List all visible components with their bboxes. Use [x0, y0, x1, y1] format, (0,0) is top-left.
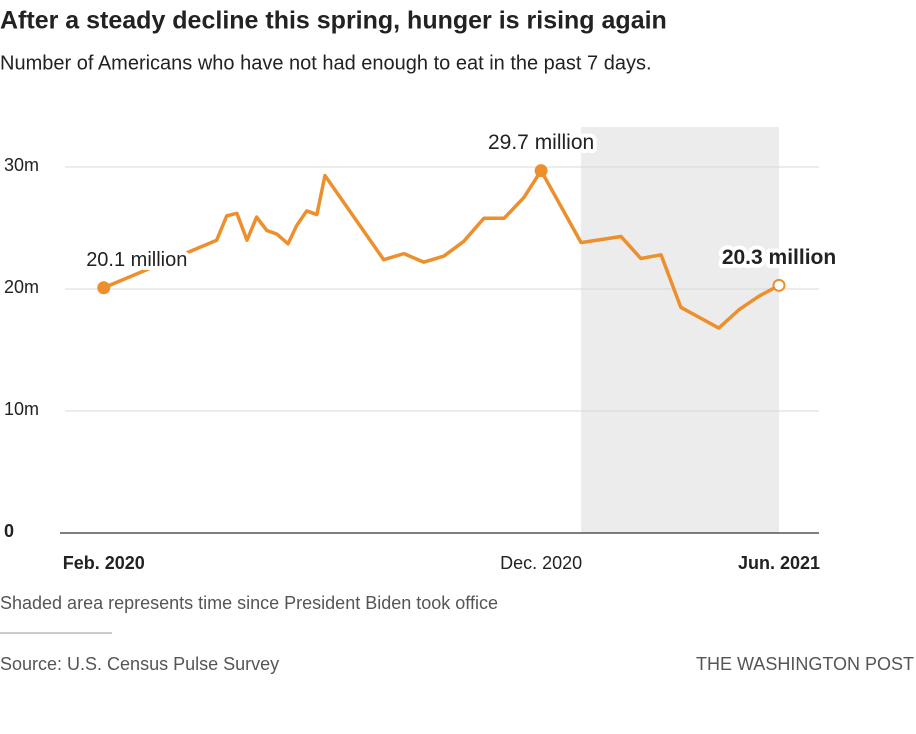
value-label: 29.7 million — [488, 131, 594, 154]
source: Source: U.S. Census Pulse Survey — [0, 654, 279, 674]
shaded-region — [581, 127, 780, 533]
note: Shaded area represents time since Presid… — [0, 593, 498, 613]
point — [534, 164, 548, 178]
y-tick-label: 30m — [4, 155, 39, 175]
y-tick-label: 10m — [4, 399, 39, 419]
x-tick-label: Jun. 2021 — [738, 553, 820, 573]
point — [772, 278, 786, 292]
x-tick-label: Dec. 2020 — [500, 553, 582, 573]
chart-title: After a steady decline this spring, hung… — [0, 7, 667, 35]
chart-subtitle: Number of Americans who have not had eno… — [0, 52, 652, 74]
credit: THE WASHINGTON POST — [696, 654, 914, 674]
value-label: 20.3 million — [722, 246, 836, 269]
point — [97, 281, 111, 295]
line — [103, 168, 780, 330]
value-label: 20.1 million — [86, 249, 187, 271]
x-tick-label: Feb. 2020 — [63, 553, 145, 573]
y-tick-label: 0 — [4, 521, 14, 541]
y-tick-label: 20m — [4, 277, 39, 297]
